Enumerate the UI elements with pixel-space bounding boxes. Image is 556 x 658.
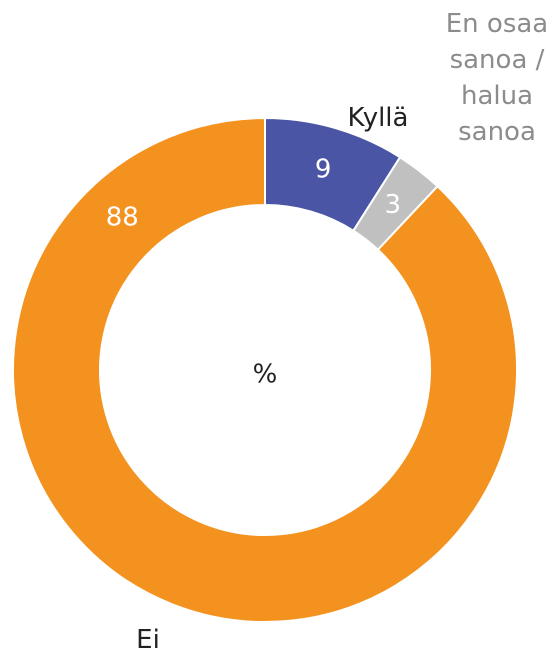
category-label: Ei (108, 622, 188, 658)
data-label: 88 (106, 203, 139, 233)
category-label: Kyllä (318, 100, 438, 136)
data-label: 9 (315, 154, 332, 184)
data-label: 3 (385, 190, 402, 220)
center-label: % (253, 360, 278, 390)
category-label: En osaa sanoa / halua sanoa (435, 6, 556, 150)
